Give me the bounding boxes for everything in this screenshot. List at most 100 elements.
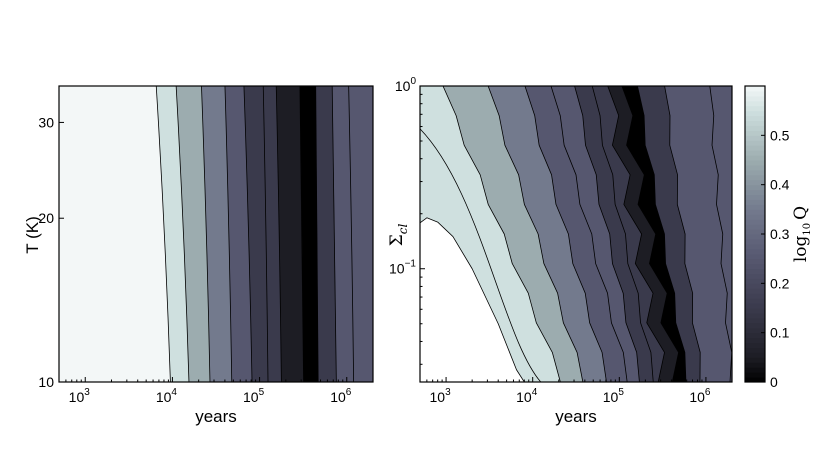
colorbar-block: [745, 169, 765, 176]
colorbar-block: [745, 332, 765, 339]
colorbar-label-var: Q: [791, 206, 811, 220]
colorbar-block: [745, 184, 765, 191]
colorbar-tick-label: 0: [770, 374, 778, 390]
colorbar-block: [745, 115, 765, 122]
colorbar-block: [745, 372, 765, 378]
colorbar: 0 0.1 0.2 0.3 0.4 0.5 log10 Q: [744, 85, 813, 390]
right-contour-plot: [420, 86, 732, 382]
colorbar-block: [745, 120, 765, 126]
colorbar-block: [745, 342, 765, 348]
right-y-label-base: Σ: [387, 234, 407, 246]
colorbar-block: [745, 164, 765, 171]
right-x-tick-label: 104: [516, 387, 538, 405]
left-x-tick-label: 105: [243, 387, 265, 405]
colorbar-block: [745, 130, 765, 136]
colorbar-tick-label: 0.2: [770, 275, 790, 291]
colorbar-label-sub: 10: [802, 223, 813, 236]
left-contour-band: [348, 86, 373, 382]
right-plot-frame: [419, 85, 733, 383]
colorbar-block: [745, 238, 765, 245]
left-contour-band: [372, 86, 373, 382]
colorbar-block: [745, 110, 765, 117]
colorbar-label-base: log: [791, 235, 811, 262]
right-y-axis-label: Σcl: [387, 224, 410, 247]
colorbar-block: [745, 155, 765, 161]
colorbar-block: [745, 214, 765, 220]
colorbar-block: [745, 125, 765, 131]
colorbar-block: [745, 219, 765, 225]
left-x-axis-label: years: [195, 407, 237, 426]
colorbar-block: [745, 86, 765, 92]
left-contour-plot: [59, 86, 373, 382]
left-y-tick-label: 20: [38, 210, 54, 226]
colorbar-block: [745, 209, 765, 215]
left-plot-frame: [58, 85, 374, 383]
colorbar-block: [745, 100, 765, 107]
colorbar-ticks: 0 0.1 0.2 0.3 0.4 0.5: [761, 127, 790, 390]
colorbar-block: [745, 293, 765, 299]
colorbar-block: [745, 160, 765, 166]
left-x-tick-label: 106: [330, 387, 352, 405]
colorbar-block: [745, 150, 765, 156]
colorbar-block: [745, 283, 765, 289]
colorbar-block: [745, 253, 765, 260]
colorbar-block: [745, 263, 765, 270]
colorbar-block: [745, 367, 765, 373]
colorbar-block: [745, 377, 765, 383]
colorbar-block: [745, 298, 765, 304]
colorbar-block: [745, 273, 765, 279]
colorbar-block: [745, 234, 765, 240]
colorbar-block: [745, 135, 765, 141]
colorbar-block: [745, 194, 765, 200]
colorbar-tick-label: 0.1: [770, 325, 790, 341]
colorbar-blocks: [745, 86, 765, 383]
left-y-axis-label: T (K): [23, 216, 42, 253]
colorbar-block: [745, 90, 765, 97]
colorbar-block: [745, 199, 765, 205]
colorbar-tick-label: 0.5: [770, 127, 790, 143]
colorbar-block: [745, 362, 765, 368]
left-axis-ticks: 103 104 105 106 10 20 30: [38, 114, 374, 405]
colorbar-tick-label: 0.3: [770, 226, 790, 242]
colorbar-block: [745, 288, 765, 294]
colorbar-tick-label: 0.4: [770, 177, 790, 193]
colorbar-block: [745, 145, 765, 151]
left-panel: 103 104 105 106 10 20 30 years T (K): [23, 85, 374, 426]
colorbar-block: [745, 189, 765, 196]
colorbar-block: [745, 248, 765, 255]
colorbar-block: [745, 278, 765, 284]
colorbar-block: [745, 179, 765, 186]
left-y-tick-label: 30: [38, 114, 54, 130]
colorbar-block: [745, 303, 765, 309]
colorbar-block: [745, 224, 765, 230]
left-x-tick-label: 104: [156, 387, 178, 405]
colorbar-block: [745, 174, 765, 181]
colorbar-block: [745, 357, 765, 363]
left-x-tick-label: 103: [69, 387, 91, 405]
colorbar-block: [745, 140, 765, 146]
colorbar-block: [745, 204, 765, 210]
right-white-region: [420, 217, 525, 382]
colorbar-block: [745, 268, 765, 274]
right-panel: 103 104 105 106 10−1 100 years Σcl: [387, 76, 733, 426]
colorbar-block: [745, 229, 765, 235]
colorbar-block: [745, 105, 765, 112]
right-y-tick-label: 10−1: [389, 259, 416, 277]
right-x-axis-label: years: [555, 407, 597, 426]
right-y-label-sub: cl: [396, 224, 410, 235]
colorbar-block: [745, 352, 765, 358]
colorbar-block: [745, 347, 765, 353]
colorbar-block: [745, 258, 765, 265]
right-y-tick-label: 100: [395, 76, 417, 94]
colorbar-block: [745, 308, 765, 314]
colorbar-label: log10 Q: [791, 206, 813, 262]
colorbar-block: [745, 327, 765, 334]
right-x-tick-label: 105: [603, 387, 625, 405]
colorbar-block: [745, 95, 765, 102]
right-axis-ticks: 103 104 105 106 10−1 100: [389, 76, 733, 405]
colorbar-block: [745, 317, 765, 324]
right-x-tick-label: 106: [689, 387, 711, 405]
colorbar-block: [745, 337, 765, 344]
left-y-tick-label: 10: [38, 374, 54, 390]
